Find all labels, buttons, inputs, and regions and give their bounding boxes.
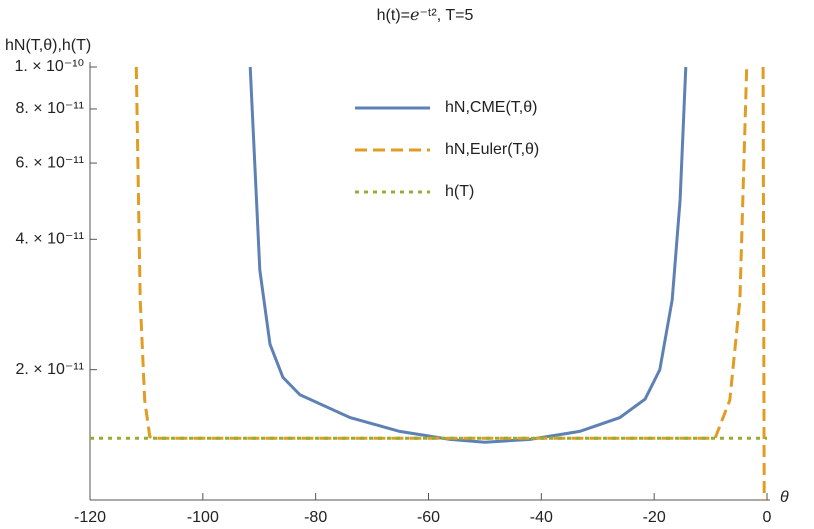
x-tick-label: -60 <box>417 509 440 526</box>
legend-label: h(T) <box>445 183 474 200</box>
chart-title: h(t)=ℯ⁻ᵗ², T=5 <box>377 7 474 24</box>
x-tick-label: 0 <box>763 509 772 526</box>
y-tick-label: 4. × 10⁻¹¹ <box>16 231 84 248</box>
x-axis-label: θ <box>780 489 789 506</box>
x-tick-label: -40 <box>530 509 553 526</box>
legend-label: hN,CME(T,θ) <box>445 99 537 116</box>
plot-area <box>90 66 767 501</box>
x-tick-label: -120 <box>74 509 106 526</box>
legend-label: hN,Euler(T,θ) <box>445 141 539 158</box>
x-tick-label: -100 <box>187 509 219 526</box>
x-tick-label: -80 <box>304 509 327 526</box>
y-tick-label: 6. × 10⁻¹¹ <box>16 154 84 171</box>
y-tick-label: 1. × 10⁻¹⁰ <box>14 58 84 75</box>
series-line <box>134 66 766 501</box>
y-tick-label: 2. × 10⁻¹¹ <box>16 361 84 378</box>
series-line <box>248 66 688 444</box>
x-tick-label: -20 <box>643 509 666 526</box>
y-axis-label: hN(T,θ),h(T) <box>5 37 91 54</box>
y-tick-label: 8. × 10⁻¹¹ <box>16 100 84 117</box>
